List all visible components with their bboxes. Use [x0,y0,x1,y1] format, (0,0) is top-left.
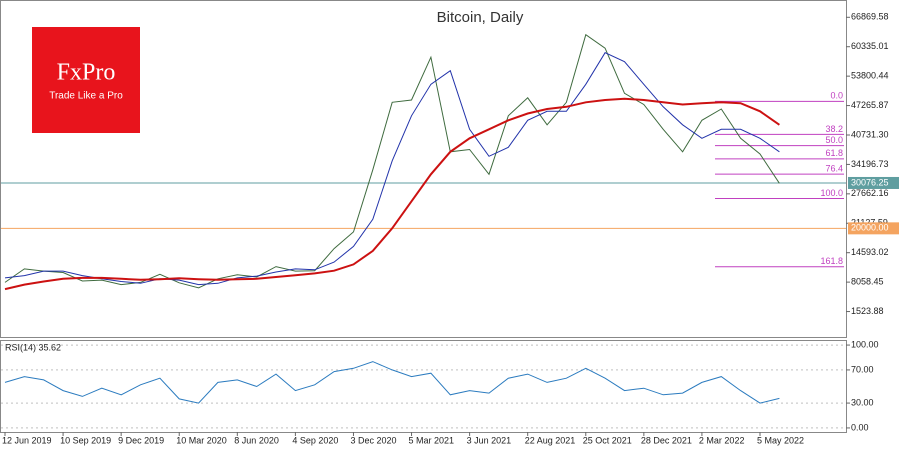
y-tick-label: 30.00 [851,397,874,407]
x-tick-label: 3 Jun 2021 [467,435,512,445]
y-tick-label: 27662.16 [851,188,889,198]
price-tag-label: 20000.00 [851,223,889,233]
x-tick-label: 5 May 2022 [757,435,804,445]
x-tick-label: 5 Mar 2021 [409,435,455,445]
y-tick-label: 100.00 [851,339,879,349]
fib-label: 76.4 [825,163,843,173]
series-line [4,97,780,291]
series-line [4,52,780,286]
price-tag-label: 30076.25 [851,177,889,187]
fib-label: 50.0 [825,135,843,145]
x-tick-label: 3 Dec 2020 [350,435,396,445]
price-tag [848,222,899,235]
series-line [4,361,780,404]
logo-box [32,27,140,133]
chart-title: Bitcoin, Daily [437,9,524,26]
fib-label: 38.2 [825,124,843,134]
y-tick-label: 14593.02 [851,247,889,257]
x-tick-label: 12 Jun 2019 [2,435,52,445]
logo: FxPro Trade Like a Pro [32,27,140,133]
logo-tagline: Trade Like a Pro [49,91,123,102]
y-tick-label: 1523.88 [851,306,884,316]
rsi-title: RSI(14) 35.62 [5,342,61,352]
y-tick-label: 8058.45 [851,276,884,286]
x-tick-label: 2 Mar 2022 [699,435,745,445]
x-tick-label: 4 Sep 2020 [292,435,338,445]
fib-label: 100.0 [820,188,843,198]
fib-label: 161.8 [820,256,843,266]
logo-brand: FxPro [57,60,116,86]
x-tick-label: 25 Oct 2021 [583,435,632,445]
x-tick-label: 9 Dec 2019 [118,435,164,445]
y-tick-label: 53800.44 [851,71,889,81]
price-tag [848,176,899,189]
x-tick-label: 28 Dec 2021 [641,435,692,445]
y-tick-label: 70.00 [851,364,874,374]
y-tick-label: 40731.30 [851,129,889,139]
fib-label: 0.0 [830,91,843,101]
y-tick-label: 47265.87 [851,100,889,110]
x-tick-label: 8 Jun 2020 [234,435,279,445]
fib-label: 61.8 [825,148,843,158]
y-tick-label: 0.00 [851,422,869,432]
x-tick-label: 10 Mar 2020 [176,435,227,445]
y-tick-label: 34196.73 [851,159,889,169]
main-panel [0,0,847,338]
x-tick-label: 22 Aug 2021 [525,435,576,445]
x-tick-label: 10 Sep 2019 [60,435,111,445]
rsi-panel [0,340,847,433]
y-tick-label: 66869.58 [851,12,889,22]
y-tick-label: 60335.01 [851,41,889,51]
